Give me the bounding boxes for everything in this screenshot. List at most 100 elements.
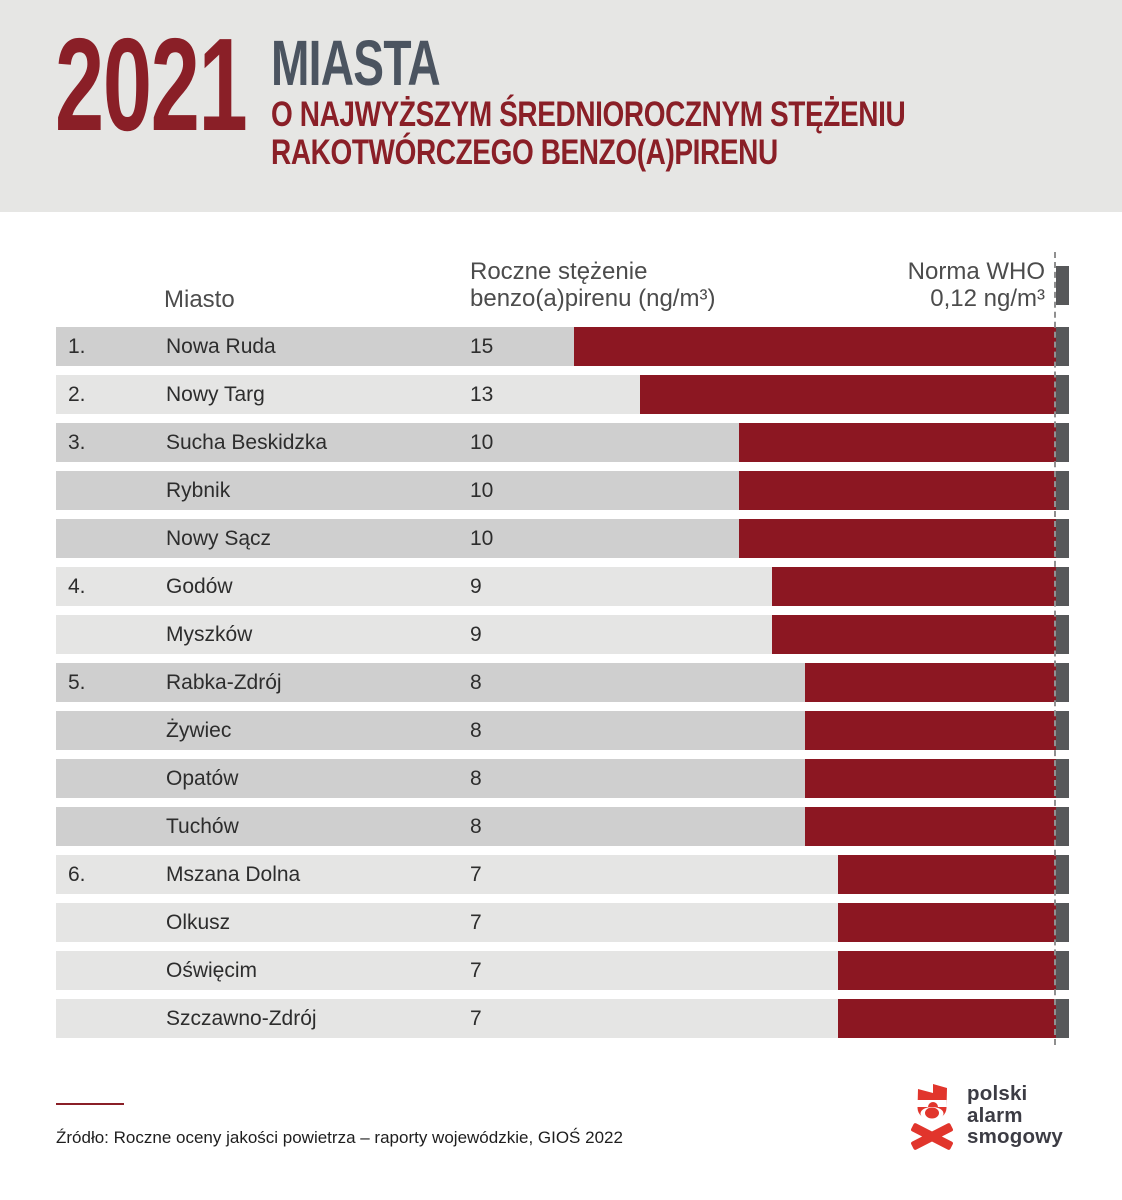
table-row: Żywiec 8	[56, 711, 1069, 750]
city-name: Nowa Ruda	[166, 335, 276, 358]
value-label: 10	[470, 527, 494, 550]
value-label: 15	[470, 335, 494, 358]
polski-alarm-smogowy-logo: polski alarm smogowy	[908, 1080, 1063, 1150]
table-row: 1. Nowa Ruda 15	[56, 327, 1069, 366]
who-norm-tick	[1056, 327, 1069, 366]
who-norm-tick	[1056, 471, 1069, 510]
concentration-bar	[838, 951, 1069, 990]
concentration-bar	[772, 567, 1069, 606]
logo-word-smogowy: smogowy	[967, 1125, 1063, 1148]
city-name: Sucha Beskidzka	[166, 431, 328, 454]
value-label: 10	[470, 431, 494, 454]
city-name: Nowy Targ	[166, 383, 265, 406]
concentration-bar	[640, 375, 1069, 414]
rank-label: 4.	[68, 575, 86, 598]
column-header-value: Roczne stężenie benzo(a)pirenu (ng/m³)	[470, 258, 715, 312]
concentration-bar	[739, 471, 1069, 510]
concentration-bar	[838, 999, 1069, 1038]
value-label: 7	[470, 911, 482, 934]
skull-gas-mask-icon	[911, 1084, 953, 1150]
bar-chart-rows: 1. Nowa Ruda 15 2. Nowy Targ 13 3. Sucha…	[56, 327, 1069, 1047]
who-norm-value: 0,12 ng/m³	[930, 285, 1045, 312]
value-label: 7	[470, 1007, 482, 1030]
table-row: 6. Mszana Dolna 7	[56, 855, 1069, 894]
concentration-bar	[805, 711, 1069, 750]
city-name: Opatów	[166, 767, 239, 790]
table-row: 2. Nowy Targ 13	[56, 375, 1069, 414]
table-row: 3. Sucha Beskidzka 10	[56, 423, 1069, 462]
value-label: 8	[470, 767, 482, 790]
year-label: 2021	[55, 11, 248, 158]
table-row: Szczawno-Zdrój 7	[56, 999, 1069, 1038]
column-header-city: Miasto	[164, 286, 235, 313]
city-name: Olkusz	[166, 911, 231, 934]
city-name: Myszków	[166, 623, 253, 646]
value-label: 7	[470, 959, 482, 982]
who-norm-tick	[1056, 807, 1069, 846]
city-name: Tuchów	[166, 815, 239, 838]
rank-label: 2.	[68, 383, 86, 406]
value-label: 9	[470, 575, 482, 598]
concentration-bar	[574, 327, 1069, 366]
concentration-bar	[838, 855, 1069, 894]
who-norm-tick	[1056, 567, 1069, 606]
who-norm-label: Norma WHO	[907, 258, 1045, 285]
column-header-who-norm: Norma WHO 0,12 ng/m³	[908, 258, 1045, 312]
city-name: Oświęcim	[166, 959, 258, 982]
logo-wordmark: polski alarm smogowy	[967, 1083, 1063, 1148]
table-row: 5. Rabka-Zdrój 8	[56, 663, 1069, 702]
concentration-bar	[805, 759, 1069, 798]
city-name: Żywiec	[166, 719, 232, 742]
who-norm-tick	[1056, 999, 1069, 1038]
value-label: 8	[470, 719, 482, 742]
concentration-bar	[739, 423, 1069, 462]
who-norm-tick	[1056, 903, 1069, 942]
table-row: Myszków 9	[56, 615, 1069, 654]
city-name: Szczawno-Zdrój	[166, 1007, 317, 1030]
rank-label: 5.	[68, 671, 86, 694]
value-label: 13	[470, 383, 494, 406]
rank-label: 1.	[68, 335, 86, 358]
table-row: Olkusz 7	[56, 903, 1069, 942]
city-name: Godów	[166, 575, 233, 598]
city-name: Rabka-Zdrój	[166, 671, 282, 694]
concentration-bar	[772, 615, 1069, 654]
column-header-value-line-2: benzo(a)pirenu (ng/m³)	[470, 285, 716, 312]
concentration-bar	[805, 663, 1069, 702]
table-row: Nowy Sącz 10	[56, 519, 1069, 558]
value-label: 8	[470, 815, 482, 838]
table-row: 4. Godów 9	[56, 567, 1069, 606]
value-label: 8	[470, 671, 482, 694]
source-text: Źródło: Roczne oceny jakości powietrza –…	[56, 1128, 623, 1147]
column-header-value-line-1: Roczne stężenie	[470, 258, 648, 285]
who-norm-tick	[1056, 711, 1069, 750]
who-norm-tick	[1056, 519, 1069, 558]
subtitle-line-1: O NAJWYŻSZYM ŚREDNIOROCZNYM STĘŻENIU	[271, 95, 906, 134]
city-name: Nowy Sącz	[166, 527, 272, 550]
rank-label: 3.	[68, 431, 86, 454]
value-label: 10	[470, 479, 494, 502]
who-norm-legend-tick	[1056, 266, 1069, 305]
concentration-bar	[838, 903, 1069, 942]
who-norm-reference-line	[1054, 252, 1056, 1045]
who-norm-tick	[1056, 615, 1069, 654]
concentration-bar	[805, 807, 1069, 846]
city-name: Rybnik	[166, 479, 231, 502]
who-norm-tick	[1056, 951, 1069, 990]
logo-word-alarm: alarm	[967, 1103, 1023, 1127]
page-title: MIASTA	[271, 27, 441, 99]
who-norm-tick	[1056, 423, 1069, 462]
who-norm-tick	[1056, 375, 1069, 414]
who-norm-tick	[1056, 663, 1069, 702]
source-divider-rule	[56, 1103, 124, 1105]
who-norm-tick	[1056, 855, 1069, 894]
rank-label: 6.	[68, 863, 86, 886]
table-row: Rybnik 10	[56, 471, 1069, 510]
concentration-bar	[739, 519, 1069, 558]
who-norm-tick	[1056, 759, 1069, 798]
logo-word-polski: polski	[967, 1082, 1028, 1105]
table-row: Oświęcim 7	[56, 951, 1069, 990]
value-label: 9	[470, 623, 482, 646]
subtitle-line-2: RAKOTWÓRCZEGO BENZO(A)PIRENU	[271, 133, 778, 172]
